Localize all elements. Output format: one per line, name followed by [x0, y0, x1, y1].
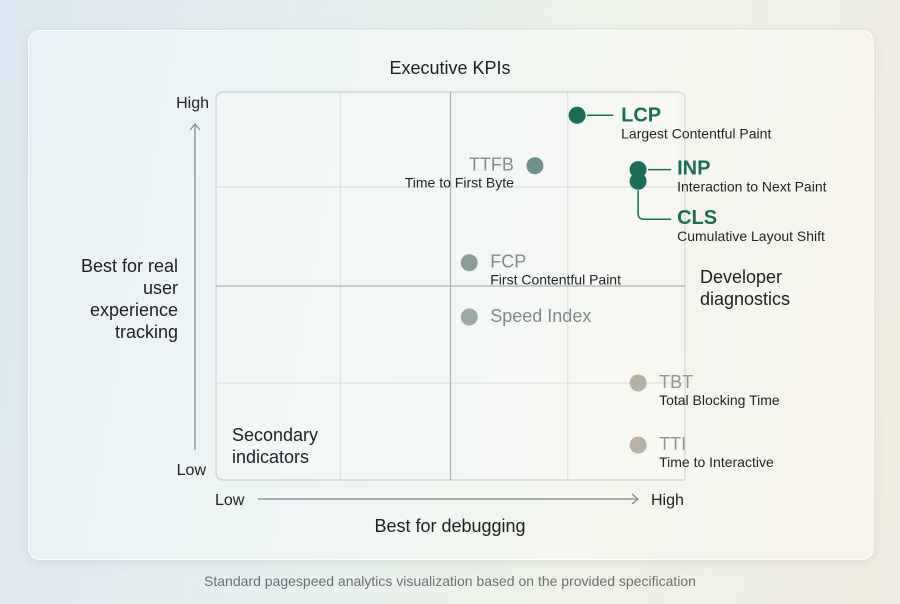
point-name-lcp: Largest Contentful Paint: [621, 125, 771, 141]
point-cls: [629, 172, 647, 190]
point-label-tbt: TBT: [659, 372, 693, 392]
point-label-inp: INP: [677, 158, 710, 180]
point-name-tbt: Total Blocking Time: [659, 392, 780, 408]
point-name-cls: Cumulative Layout Shift: [677, 228, 825, 244]
point-tbt: [629, 374, 647, 392]
x-axis-label: Best for debugging: [374, 516, 525, 536]
point-name-fcp: First Contentful Paint: [490, 272, 621, 288]
x-tick-low: Low: [215, 492, 245, 509]
grid: [215, 91, 686, 481]
y-tick-high: High: [176, 95, 209, 112]
point-lcp: [568, 106, 586, 124]
point-name-inp: Interaction to Next Paint: [677, 179, 827, 195]
x-axis-arrowhead: [631, 493, 639, 505]
quadrant-label-secondary: Secondary indicators: [232, 425, 318, 467]
plot-frame-right: [676, 91, 686, 480]
caption: Standard pagespeed analytics visualizati…: [204, 573, 696, 589]
point-tti: [629, 436, 647, 454]
point-label-speed-index: Speed Index: [490, 306, 591, 326]
point-label-ttfb: TTFB: [469, 155, 514, 175]
point-label-tti: TTI: [659, 434, 686, 454]
point-label-fcp: FCP: [490, 252, 526, 272]
y-tick-low: Low: [177, 462, 207, 479]
y-axis-arrowhead: [189, 123, 201, 131]
point-label-cls: CLS: [677, 207, 717, 229]
point-speed-index: [460, 308, 478, 326]
y-axis-label: Best for real user experience tracking: [81, 256, 178, 342]
cls-connector: [637, 190, 672, 220]
x-tick-high: High: [651, 492, 684, 509]
point-inp: [629, 161, 647, 179]
point-label-lcp: LCP: [621, 104, 661, 126]
point-name-tti: Time to Interactive: [659, 454, 774, 470]
point-name-ttfb: Time to First Byte: [405, 175, 514, 191]
point-fcp: [460, 254, 478, 272]
point-ttfb: [526, 157, 544, 175]
quadrant-label-developer: Developer diagnostics: [700, 267, 790, 309]
chart-title: Executive KPIs: [389, 58, 510, 78]
